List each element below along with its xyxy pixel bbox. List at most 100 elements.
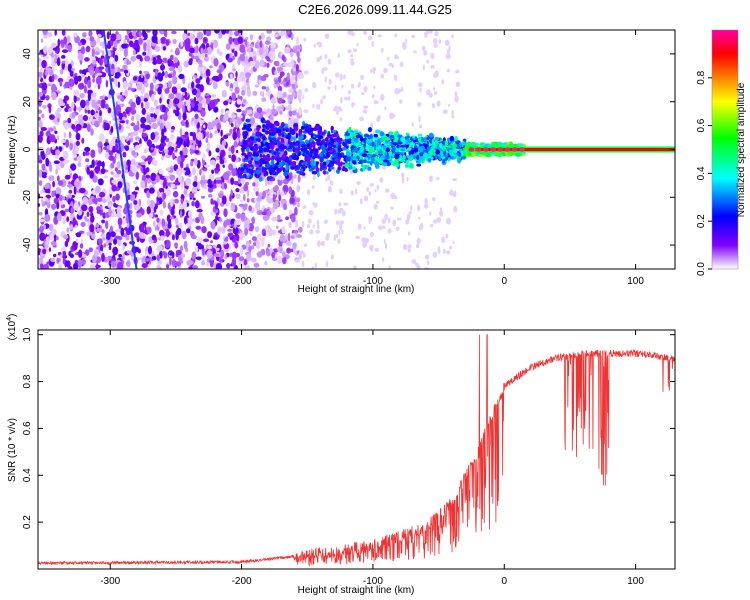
spectrogram-cell — [390, 206, 394, 210]
spectrogram-cell — [167, 82, 172, 89]
spectrogram-cell — [276, 90, 283, 100]
spectrogram-cell — [387, 228, 392, 234]
spectrogram-cell — [87, 109, 91, 114]
spectrogram-cell — [436, 177, 440, 181]
spectrogram-cell — [418, 124, 423, 129]
spectrogram-cell — [88, 247, 94, 253]
spectrogram-cell — [215, 247, 220, 251]
spectrogram-cell — [199, 179, 206, 185]
spectrogram-cell — [190, 160, 194, 167]
spectrogram-cell — [392, 195, 398, 200]
spectrogram-cell — [287, 98, 291, 104]
spectrogram-cell — [200, 216, 205, 225]
spectrogram-cell — [139, 138, 142, 146]
spectrogram-cell — [405, 140, 409, 145]
spectrogram-cell — [252, 61, 256, 66]
spectrogram-cell — [347, 90, 352, 95]
spectrogram-cell — [402, 244, 408, 251]
spectrogram-cell — [75, 146, 79, 153]
spectrogram-cell — [179, 161, 184, 169]
spectrogram-cell — [433, 90, 438, 95]
spectrogram-cell — [235, 71, 238, 78]
spectrogram-y-label: Frequency (Hz) — [7, 116, 18, 185]
spectrogram-cell — [126, 82, 131, 88]
spectrogram-cell — [285, 216, 289, 220]
spectrogram-cell — [270, 131, 276, 136]
spectrogram-cell — [280, 189, 284, 197]
spectrogram-cell — [103, 121, 107, 131]
spectrogram-cell — [156, 190, 160, 198]
spectrogram-cell — [43, 263, 49, 269]
spectrogram-cell — [250, 257, 257, 263]
spectrogram-cell — [214, 130, 219, 135]
spectrogram-cell — [273, 156, 278, 160]
spectrogram-cell — [405, 219, 408, 225]
spectrogram-cell — [332, 134, 338, 138]
spectrogram-cell — [274, 185, 279, 192]
spectrogram-cell — [418, 115, 421, 123]
spectrogram-cell — [156, 254, 161, 262]
spectrogram-cell — [281, 226, 285, 234]
y-tick-label: 40 — [22, 48, 33, 60]
spectrogram-cell — [121, 43, 128, 49]
spectrogram-cell — [135, 96, 141, 106]
spectrogram-cell — [202, 238, 210, 242]
spectrogram-cell — [255, 169, 261, 175]
spectrogram-cell — [287, 62, 293, 68]
spectrogram-cell — [59, 80, 63, 87]
spectrogram-cell — [314, 134, 319, 139]
spectrogram-cell — [339, 117, 343, 122]
spectrogram-cell — [167, 58, 173, 67]
spectrogram-cell — [304, 88, 309, 93]
spectrogram-cell — [274, 70, 278, 76]
x-tick-label: -300 — [100, 276, 120, 287]
carrier-band-inner — [475, 148, 675, 151]
spectrogram-cell — [357, 223, 362, 230]
spectrogram-cell — [400, 136, 406, 143]
spectrogram-cell — [371, 94, 375, 98]
spectrogram-cell — [108, 242, 112, 246]
spectrogram-cell — [122, 91, 126, 96]
spectrogram-cell — [74, 203, 79, 211]
spectrogram-cell — [381, 47, 384, 53]
spectrogram-cell — [154, 99, 158, 107]
spectrogram-cell — [303, 109, 309, 113]
spectrogram-cell — [171, 258, 176, 268]
spectrogram-cell — [455, 146, 461, 150]
spectrogram-cell — [254, 161, 261, 165]
spectrogram-cell — [145, 44, 151, 52]
spectrogram-cell — [282, 203, 288, 211]
spectrogram-cell — [383, 135, 388, 140]
spectrogram-cell — [471, 154, 476, 157]
spectrogram-cell — [141, 132, 148, 138]
spectrogram-cell — [86, 124, 91, 132]
spectrogram-cell — [146, 155, 153, 163]
spectrogram-cell — [324, 137, 329, 142]
spectrogram-cell — [49, 223, 54, 232]
spectrogram-cell — [211, 169, 215, 174]
spectrogram-cell — [204, 92, 210, 97]
spectrogram-cell — [171, 86, 178, 94]
spectrogram-cell — [451, 153, 455, 157]
spectrogram-cell — [253, 146, 258, 152]
spectrogram-cell — [376, 200, 380, 204]
spectrogram-cell — [437, 248, 441, 254]
spectrogram-cell — [71, 111, 76, 119]
spectrogram-cell — [68, 189, 73, 194]
spectrogram-cell — [285, 241, 292, 246]
spectrogram-cell — [165, 167, 171, 172]
spectrogram-cell — [281, 54, 285, 61]
spectrogram-cell — [336, 106, 342, 110]
spectrogram-cell — [75, 140, 80, 146]
spectrogram-cell — [87, 92, 91, 102]
spectrogram-cell — [253, 152, 260, 157]
spectrogram-cell — [289, 127, 293, 133]
spectrogram-cell — [277, 97, 283, 104]
spectrogram-cell — [471, 143, 478, 147]
x-tick-label: -300 — [100, 576, 120, 587]
spectrogram-cell — [81, 258, 86, 266]
spectrogram-cell — [91, 47, 96, 57]
spectrogram-cell — [406, 213, 411, 220]
spectrogram-cell — [123, 207, 128, 215]
spectrogram-cell — [172, 38, 177, 45]
